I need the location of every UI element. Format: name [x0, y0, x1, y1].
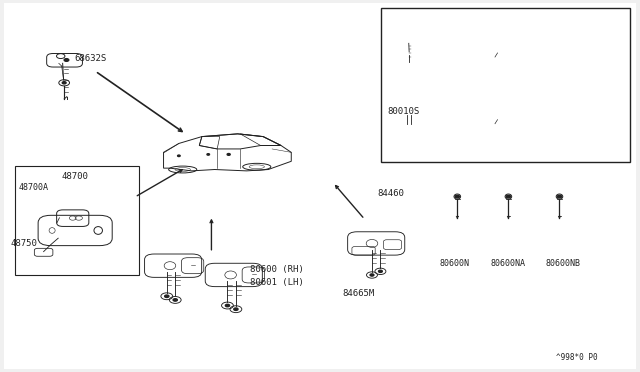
Circle shape	[62, 82, 66, 84]
Text: 68632S: 68632S	[74, 54, 106, 62]
Text: 80600NA: 80600NA	[491, 259, 526, 268]
Bar	[15, 166, 140, 275]
Text: 48700: 48700	[61, 172, 88, 181]
Text: 80600N: 80600N	[439, 259, 469, 268]
Circle shape	[64, 59, 68, 61]
Circle shape	[177, 155, 180, 157]
Text: ^998*0 P0: ^998*0 P0	[556, 353, 598, 362]
Circle shape	[370, 274, 374, 276]
Bar	[381, 8, 630, 162]
Circle shape	[207, 154, 209, 155]
Text: 48750: 48750	[10, 239, 37, 248]
Circle shape	[225, 304, 230, 307]
Circle shape	[173, 299, 177, 301]
Circle shape	[409, 41, 412, 42]
Circle shape	[455, 195, 460, 198]
Circle shape	[164, 295, 169, 298]
Text: 80601 (LH): 80601 (LH)	[250, 278, 303, 287]
Text: 80600NB: 80600NB	[545, 259, 580, 268]
Text: 84460: 84460	[378, 189, 404, 198]
Circle shape	[506, 195, 511, 198]
Text: 80010S: 80010S	[387, 108, 419, 116]
Circle shape	[557, 195, 562, 198]
Text: 48700A: 48700A	[19, 183, 49, 192]
Text: 84665M: 84665M	[342, 289, 374, 298]
Text: 80600 (RH): 80600 (RH)	[250, 265, 303, 274]
Circle shape	[378, 270, 382, 272]
Circle shape	[234, 308, 238, 310]
Circle shape	[227, 154, 230, 155]
